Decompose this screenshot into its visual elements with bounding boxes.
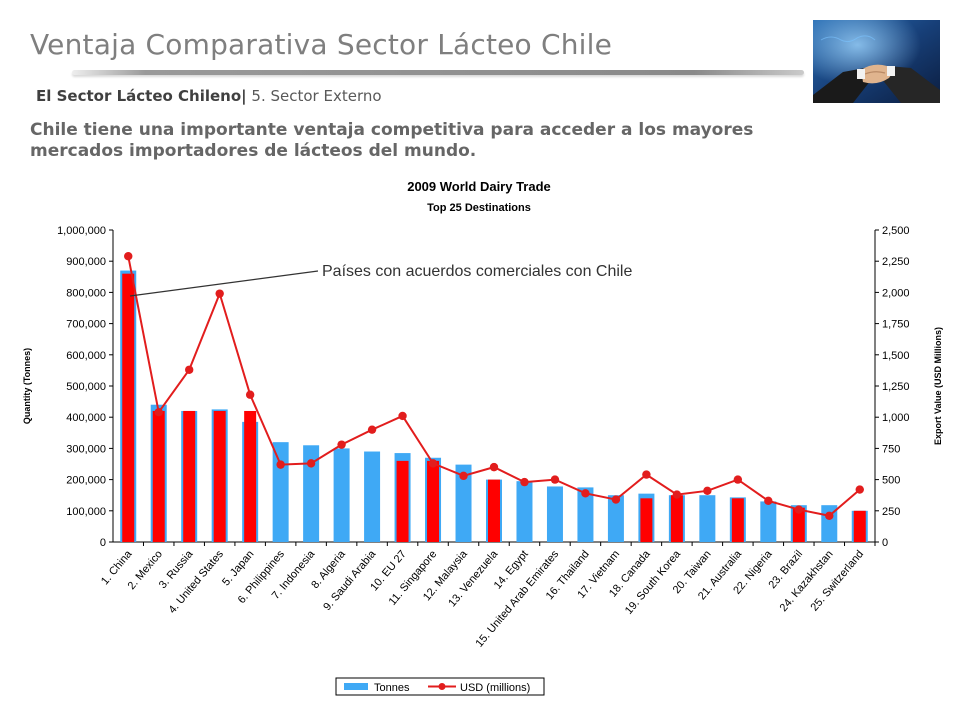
y2-tick-label: 1,750 xyxy=(882,319,910,331)
y2-tick-label: 0 xyxy=(882,537,888,549)
bar-agreement xyxy=(792,507,805,542)
section-breadcrumb: El Sector Lácteo Chileno| 5. Sector Exte… xyxy=(36,87,382,105)
legend-label-usd: USD (millions) xyxy=(460,682,530,694)
legend-label-tonnes: Tonnes xyxy=(374,682,410,694)
point-usd xyxy=(306,459,316,468)
bar-tonnes xyxy=(272,442,289,542)
y2-tick-label: 1,000 xyxy=(882,412,910,424)
y2-tick-label: 250 xyxy=(882,506,900,518)
bar-agreement xyxy=(122,273,135,542)
bar-agreement xyxy=(670,495,683,542)
point-usd xyxy=(215,289,224,298)
point-usd xyxy=(428,459,438,468)
y-axis-title: Quantity (Tonnes) xyxy=(22,348,32,424)
chart-title: 2009 World Dairy Trade xyxy=(407,179,551,194)
y-tick-label: 300,000 xyxy=(66,443,106,455)
bar-agreement xyxy=(731,498,744,542)
bar-agreement xyxy=(213,410,226,542)
point-usd xyxy=(459,471,468,481)
point-usd xyxy=(185,365,194,374)
bar-agreement xyxy=(488,479,500,542)
point-usd xyxy=(672,490,682,499)
point-usd xyxy=(581,489,590,498)
section-label: El Sector Lácteo Chileno| xyxy=(36,87,247,105)
bar-tonnes xyxy=(303,445,320,542)
bar-agreement xyxy=(427,460,440,542)
point-usd xyxy=(276,460,285,469)
point-usd xyxy=(398,411,407,421)
y2-tick-label: 1,500 xyxy=(882,350,910,362)
x-tick-label: 4. United States xyxy=(166,548,226,616)
bar-tonnes xyxy=(699,495,716,542)
point-usd xyxy=(337,440,346,449)
point-usd xyxy=(825,511,834,520)
y-tick-label: 900,000 xyxy=(66,256,106,268)
point-usd xyxy=(154,408,163,417)
legend-swatch-tonnes xyxy=(344,683,368,690)
y-tick-label: 500,000 xyxy=(66,381,106,393)
section-part: 5. Sector Externo xyxy=(251,87,382,105)
y-tick-label: 200,000 xyxy=(66,475,106,487)
line-usd xyxy=(127,256,861,517)
x-tick-label: 19. South Korea xyxy=(623,548,684,617)
y-tick-label: 600,000 xyxy=(66,350,106,362)
bar-agreement xyxy=(396,460,409,542)
y2-axis-title: Export Value (USD Millions) xyxy=(933,327,943,445)
point-usd xyxy=(124,252,133,261)
y2-tick-label: 2,000 xyxy=(882,287,910,299)
bar-tonnes xyxy=(455,464,472,542)
y2-tick-label: 1,250 xyxy=(882,381,910,393)
bar-agreement xyxy=(640,498,653,542)
bar-tonnes xyxy=(333,448,350,542)
bar-agreement xyxy=(183,410,196,542)
annotation-box xyxy=(318,258,690,282)
point-usd xyxy=(367,425,377,434)
bar-tonnes xyxy=(516,481,533,542)
annotation-leader xyxy=(129,270,319,297)
point-usd xyxy=(245,390,255,399)
point-usd xyxy=(703,486,712,496)
point-usd xyxy=(550,475,560,484)
y-tick-label: 800,000 xyxy=(66,287,106,299)
y2-tick-label: 500 xyxy=(882,475,900,487)
handshake-image xyxy=(813,20,940,103)
point-usd xyxy=(855,485,864,494)
bar-tonnes xyxy=(577,487,594,542)
point-usd xyxy=(520,477,529,487)
chart-subtitle: Top 25 Destinations xyxy=(427,202,531,214)
y-tick-label: 1,000,000 xyxy=(57,225,106,237)
bar-tonnes xyxy=(760,501,777,542)
y-tick-label: 100,000 xyxy=(66,506,106,518)
y-tick-label: 400,000 xyxy=(66,412,106,424)
y2-tick-label: 750 xyxy=(882,443,900,455)
point-usd xyxy=(764,496,773,506)
bar-agreement xyxy=(853,510,866,542)
point-usd xyxy=(733,475,743,484)
bar-agreement xyxy=(244,410,257,542)
y-tick-label: 0 xyxy=(100,537,106,549)
y-tick-label: 700,000 xyxy=(66,319,106,331)
point-usd xyxy=(642,470,651,479)
bar-agreement xyxy=(152,410,165,542)
point-usd xyxy=(489,462,499,472)
y2-tick-label: 2,250 xyxy=(882,256,910,268)
point-usd xyxy=(794,505,803,514)
bar-tonnes xyxy=(364,451,381,542)
y2-tick-label: 2,500 xyxy=(882,225,910,237)
x-tick-label: 24. Kazakhstan xyxy=(778,548,836,614)
point-usd xyxy=(611,495,621,504)
annotation-text: Países con acuerdos comerciales con Chil… xyxy=(322,263,632,280)
page-title: Ventaja Comparativa Sector Lácteo Chile xyxy=(30,28,613,61)
legend-marker-usd xyxy=(438,683,446,690)
bar-tonnes xyxy=(546,486,563,542)
headline: Chile tiene una importante ventaja compe… xyxy=(30,120,754,161)
bar-tonnes xyxy=(607,495,624,542)
title-divider xyxy=(72,70,804,75)
